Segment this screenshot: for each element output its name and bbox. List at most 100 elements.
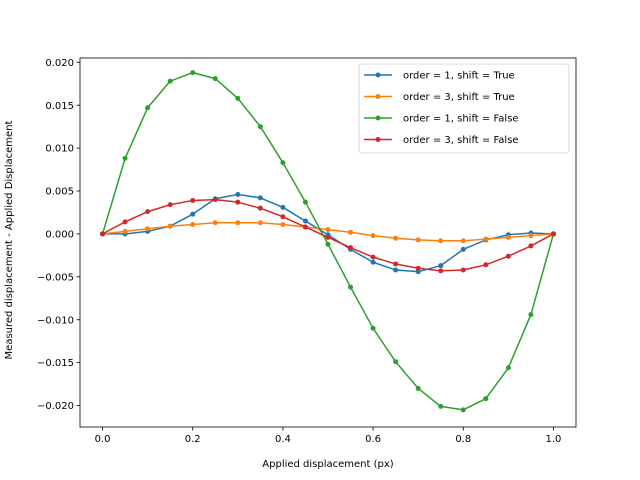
y-tick-label: 0.020 bbox=[45, 58, 74, 69]
legend-label: order = 3, shift = True bbox=[403, 92, 515, 103]
series-2-point bbox=[348, 229, 354, 235]
series-4-point bbox=[212, 197, 218, 203]
y-tick-label: −0.005 bbox=[37, 272, 74, 283]
series-4-point bbox=[460, 267, 466, 273]
legend-entry: order = 3, shift = True bbox=[364, 92, 515, 103]
series-2-point bbox=[393, 235, 399, 241]
legend-entry: order = 3, shift = False bbox=[364, 135, 519, 146]
y-tick-label: −0.010 bbox=[37, 315, 74, 326]
x-tick-label: 0.4 bbox=[275, 434, 291, 445]
series-2-point bbox=[415, 237, 421, 243]
x-tick-label: 0.6 bbox=[365, 434, 381, 445]
series-3-point bbox=[212, 76, 218, 82]
axes: 0.0 0.2 0.4 0.6 0.8 1.0 −0.020 −0.015 −0.010 −0.0… bbox=[37, 57, 577, 445]
series-2-point bbox=[122, 228, 128, 234]
y-axis-label: Measured displacement - Applied Displace… bbox=[4, 120, 15, 359]
series-4-point bbox=[122, 219, 128, 225]
series-3-point bbox=[460, 407, 466, 413]
series-2-point bbox=[235, 220, 241, 226]
x-axis-label: Applied displacement (px) bbox=[262, 459, 394, 470]
series-3-point bbox=[122, 155, 128, 161]
series-4-point bbox=[528, 243, 534, 249]
series-4-point bbox=[100, 231, 106, 237]
series-1-point bbox=[190, 211, 196, 217]
series-4-point bbox=[235, 199, 241, 205]
series-4-point bbox=[370, 254, 376, 260]
series-3-point bbox=[348, 284, 354, 290]
series-3-point bbox=[280, 160, 286, 166]
series-2-point bbox=[460, 238, 466, 244]
series-4-point bbox=[348, 245, 354, 251]
series-3-point bbox=[190, 70, 196, 76]
series-2-point bbox=[528, 233, 534, 239]
series-1-point bbox=[415, 269, 421, 275]
legend: order = 1, shift = True order = 3, shift … bbox=[358, 63, 570, 154]
series-3-point bbox=[145, 105, 151, 111]
legend-marker bbox=[375, 72, 381, 78]
x-tick-label: 1.0 bbox=[546, 434, 562, 445]
x-tick-label: 0.2 bbox=[185, 434, 201, 445]
legend-box bbox=[358, 63, 570, 154]
series-3-point bbox=[505, 365, 511, 371]
y-tick-label: 0.010 bbox=[45, 144, 74, 155]
series-2-point bbox=[167, 223, 173, 229]
series-3-point bbox=[415, 385, 421, 391]
series-3-point bbox=[393, 359, 399, 365]
series-4-point bbox=[257, 205, 263, 211]
x-tick-label: 0.8 bbox=[455, 434, 471, 445]
series-4-point bbox=[190, 197, 196, 203]
series-2-point bbox=[212, 220, 218, 226]
axes-frame bbox=[79, 57, 577, 428]
series-4-point bbox=[145, 209, 151, 215]
series-2-point bbox=[325, 227, 331, 233]
series-3-point bbox=[528, 312, 534, 318]
series-1-point bbox=[257, 195, 263, 201]
series-4-point bbox=[415, 265, 421, 271]
series-2-point bbox=[483, 236, 489, 242]
series-4-point bbox=[438, 268, 444, 274]
y-tick-label: −0.020 bbox=[37, 401, 74, 412]
series-2-point bbox=[145, 226, 151, 232]
series-3-point bbox=[235, 95, 241, 101]
series-4-point bbox=[550, 231, 556, 237]
legend-marker bbox=[375, 94, 381, 99]
series-2-point bbox=[505, 234, 511, 240]
series-1-point bbox=[280, 204, 286, 210]
y-tick-label: 0.015 bbox=[45, 101, 74, 112]
series-3-point bbox=[438, 403, 444, 409]
legend-label: order = 1, shift = False bbox=[403, 114, 519, 125]
legend-marker bbox=[375, 115, 381, 121]
series-1-point bbox=[370, 259, 376, 265]
series-1-point bbox=[302, 218, 308, 224]
series-3-point bbox=[325, 241, 331, 247]
y-tick-label: 0.005 bbox=[45, 187, 74, 198]
legend-entry: order = 1, shift = True bbox=[364, 71, 515, 82]
legend-entry: order = 1, shift = False bbox=[364, 114, 519, 125]
series-3-point bbox=[257, 124, 263, 130]
series-1-point bbox=[393, 267, 399, 273]
series-1-point bbox=[235, 191, 241, 197]
series-3-point bbox=[483, 396, 489, 402]
x-tick-label: 0.0 bbox=[95, 434, 111, 445]
series-3-point bbox=[302, 199, 308, 205]
legend-label: order = 1, shift = True bbox=[403, 71, 515, 82]
series-4-point bbox=[167, 202, 173, 208]
y-tick-label: −0.015 bbox=[37, 358, 74, 369]
series-4-point bbox=[325, 234, 331, 240]
series-4-point bbox=[280, 214, 286, 220]
series-4-point bbox=[483, 262, 489, 268]
series-2-point bbox=[190, 221, 196, 227]
series-2-point bbox=[257, 220, 263, 226]
series-4-point bbox=[505, 253, 511, 259]
legend-marker bbox=[375, 137, 381, 142]
series-4-point bbox=[302, 224, 308, 230]
series-3-point bbox=[167, 78, 173, 84]
series-2-point bbox=[370, 233, 376, 239]
series-4-point bbox=[393, 261, 399, 267]
series-2-point bbox=[280, 221, 286, 227]
series-3-point bbox=[370, 325, 376, 331]
series-1-point bbox=[438, 263, 444, 269]
legend-label: order = 3, shift = False bbox=[403, 135, 519, 146]
